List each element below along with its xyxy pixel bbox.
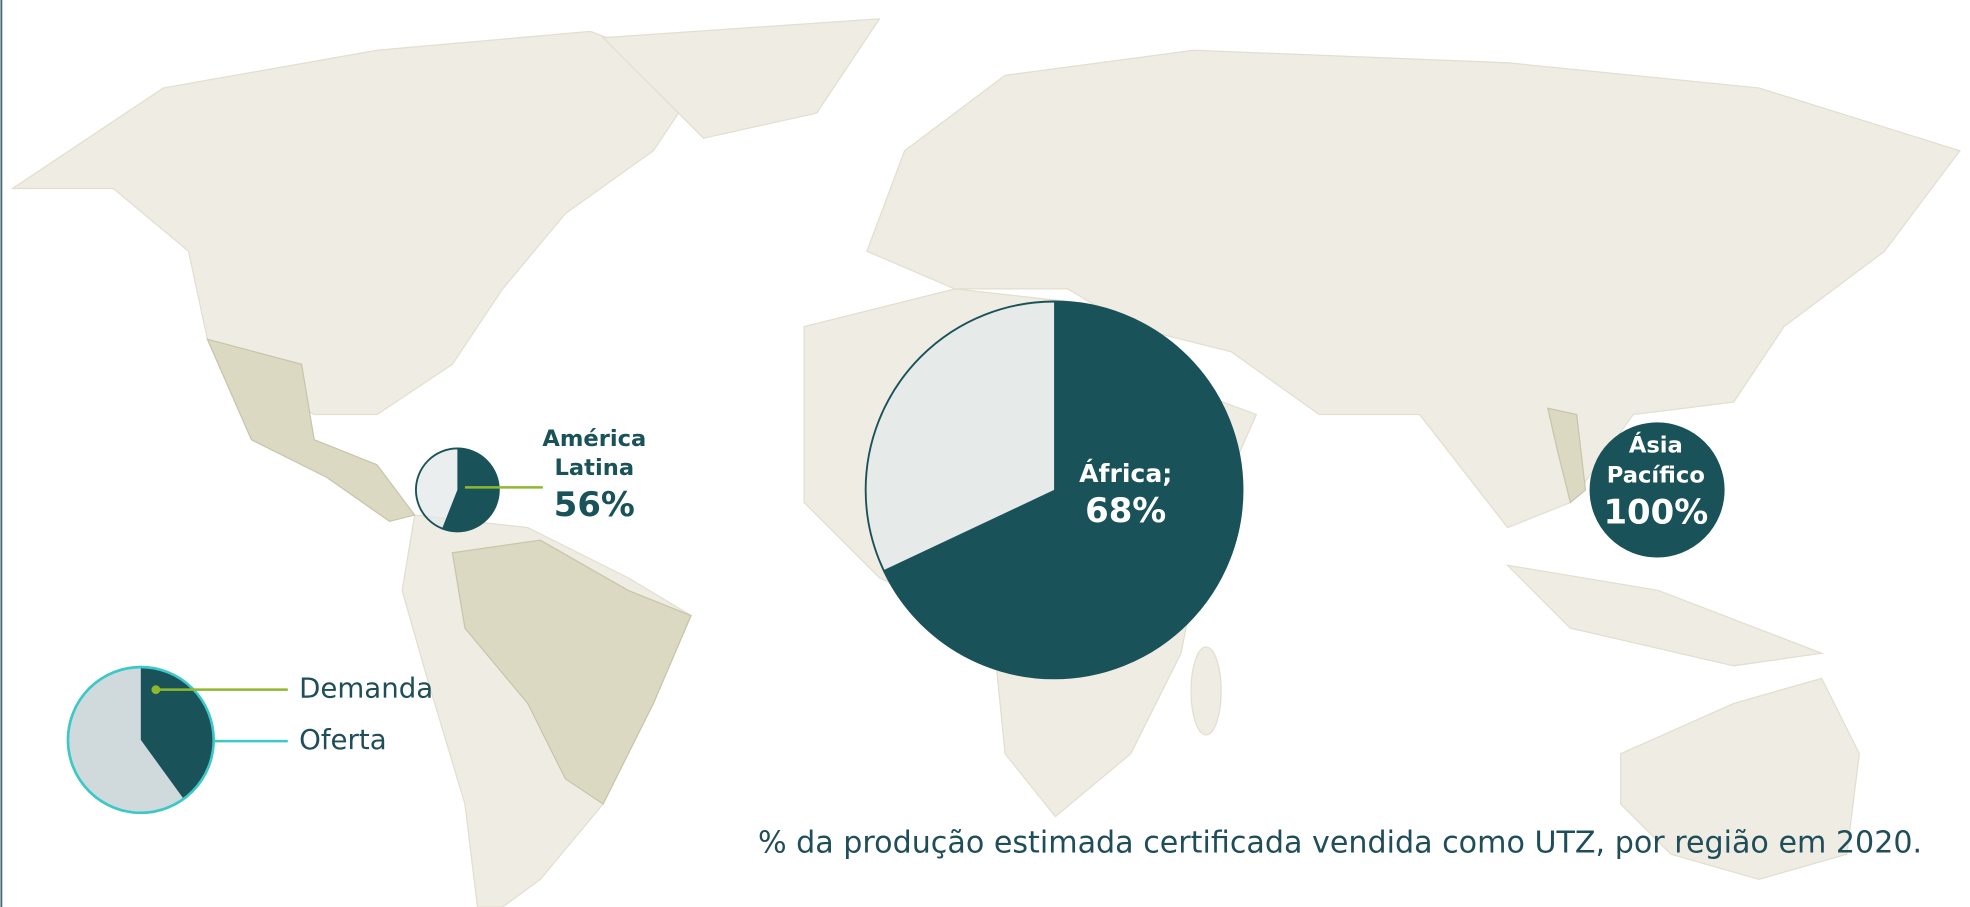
region-pie: África; 68% bbox=[864, 300, 1244, 680]
pies: América Latina 56% África; 68% Ásia Pacífico 10… bbox=[414, 300, 1725, 680]
central-america bbox=[206, 338, 416, 523]
region-pie: América Latina 56% bbox=[414, 426, 646, 533]
pie-demand bbox=[1590, 423, 1724, 557]
legend: Demanda Oferta bbox=[66, 665, 433, 815]
region-name: América bbox=[542, 426, 646, 452]
region-value: 100% bbox=[1603, 492, 1708, 531]
region-pie: Ásia Pacífico 100% bbox=[1589, 422, 1725, 558]
region-value: 68% bbox=[1085, 491, 1166, 530]
caption: % da produção estimada certificada vendi… bbox=[758, 826, 1922, 861]
greenland bbox=[601, 18, 881, 139]
region-value: 56% bbox=[554, 485, 635, 524]
se-asia-islands bbox=[1505, 564, 1825, 667]
legend-label: Oferta bbox=[299, 723, 387, 756]
australia bbox=[1620, 677, 1860, 881]
legend-label: Demanda bbox=[299, 672, 433, 705]
legend-pie-demand bbox=[140, 667, 214, 799]
legend-pie-ring bbox=[66, 665, 215, 815]
region-name: Ásia bbox=[1629, 430, 1683, 458]
brazil bbox=[451, 539, 692, 805]
legend-dot bbox=[151, 685, 161, 695]
north-america bbox=[10, 30, 705, 416]
pie-demand bbox=[442, 448, 499, 532]
madagascar bbox=[1190, 646, 1222, 736]
region-name: Pacífico bbox=[1607, 463, 1705, 489]
region-name: Latina bbox=[555, 455, 635, 481]
pie-demand bbox=[883, 301, 1243, 679]
land-highlight bbox=[206, 338, 1587, 805]
region-name: África; bbox=[1079, 459, 1172, 488]
vietnam bbox=[1546, 407, 1587, 504]
